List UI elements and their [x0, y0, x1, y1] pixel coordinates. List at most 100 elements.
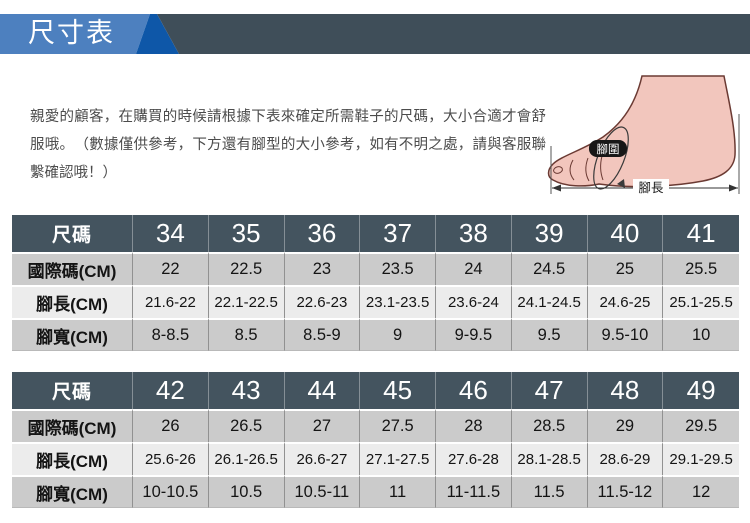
value-cell: 22.5 — [208, 252, 285, 285]
value-cell: 29.1-29.5 — [663, 442, 739, 475]
row-label-cell: 腳長(CM) — [12, 285, 133, 318]
size-table-row: 腳寬(CM) 10-10.5 10.5 10.5-11 11 11-11.5 11.5 11.… — [12, 475, 739, 508]
row-label-cell: 尺碼 — [12, 372, 133, 409]
value-cell: 27.5 — [360, 409, 436, 442]
value-cell: 24.1-24.5 — [511, 285, 588, 318]
page-header-band: 尺寸表 — [0, 14, 750, 54]
size-table-small-sizes: 尺碼 34 35 36 37 38 39 40 41 國際碼(CM) 22 22.5 23 23.5 24 2… — [12, 215, 739, 351]
value-cell: 28.6-29 — [587, 442, 664, 475]
value-cell: 29.5 — [663, 409, 739, 442]
value-cell: 8.5-9 — [284, 318, 361, 351]
value-cell: 10.5-11 — [284, 475, 361, 508]
value-cell: 11.5-12 — [587, 475, 664, 508]
value-cell: 10-10.5 — [133, 475, 209, 508]
size-table-row: 國際碼(CM) 26 26.5 27 27.5 28 28.5 29 29.5 — [12, 409, 739, 442]
page-title: 尺寸表 — [28, 18, 115, 48]
row-label-cell: 腳長(CM) — [12, 442, 133, 475]
value-cell: 25.5 — [663, 252, 739, 285]
value-cell: 8.5 — [208, 318, 285, 351]
value-cell: 28.1-28.5 — [511, 442, 588, 475]
value-cell: 26 — [133, 409, 209, 442]
value-cell: 26.5 — [208, 409, 285, 442]
toenail — [553, 166, 563, 174]
value-cell: 44 — [284, 372, 361, 409]
girth-label-badge — [589, 140, 627, 157]
value-cell: 22 — [133, 252, 209, 285]
toe-crease — [600, 155, 604, 181]
value-cell: 41 — [663, 215, 739, 252]
value-cell: 8-8.5 — [133, 318, 209, 351]
header-light-blue-shape — [0, 14, 150, 54]
value-cell: 45 — [360, 372, 436, 409]
value-cell: 9-9.5 — [436, 318, 512, 351]
row-label-cell: 腳寬(CM) — [12, 318, 133, 351]
value-cell: 23 — [284, 252, 361, 285]
value-cell: 28 — [436, 409, 512, 442]
size-table-row: 腳長(CM) 25.6-26 26.1-26.5 26.6-27 27.1-27.5 27… — [12, 442, 739, 475]
value-cell: 49 — [663, 372, 739, 409]
value-cell: 11 — [360, 475, 436, 508]
value-cell: 43 — [208, 372, 285, 409]
value-cell: 23.1-23.5 — [360, 285, 436, 318]
value-cell: 24.6-25 — [587, 285, 664, 318]
size-table-large-sizes: 尺碼 42 43 44 45 46 47 48 49 國際碼(CM) 26 26.5 27 27.5 28 2… — [12, 372, 739, 508]
toe-crease — [569, 159, 575, 181]
value-cell: 25.1-25.5 — [663, 285, 739, 318]
value-cell: 34 — [133, 215, 209, 252]
header-slate-shape — [157, 14, 750, 54]
size-table-row: 腳長(CM) 21.6-22 22.1-22.5 22.6-23 23.1-23.5 23… — [12, 285, 739, 318]
size-table-header-row: 尺碼 42 43 44 45 46 47 48 49 — [12, 372, 739, 409]
size-table-row: 腳寬(CM) 8-8.5 8.5 8.5-9 9 9-9.5 9.5 9.5-10 10 — [12, 318, 739, 351]
value-cell: 40 — [587, 215, 664, 252]
girth-label: 腳圍 — [597, 143, 620, 156]
toe-crease — [585, 157, 590, 182]
value-cell: 26.1-26.5 — [208, 442, 285, 475]
girth-arrowhead — [617, 179, 625, 188]
length-label-bg — [633, 179, 669, 196]
value-cell: 47 — [511, 372, 588, 409]
value-cell: 25 — [587, 252, 664, 285]
value-cell: 26.6-27 — [284, 442, 361, 475]
value-cell: 11.5 — [511, 475, 588, 508]
value-cell: 37 — [360, 215, 436, 252]
value-cell: 29 — [587, 409, 664, 442]
value-cell: 24.5 — [511, 252, 588, 285]
size-table-header-row: 尺碼 34 35 36 37 38 39 40 41 — [12, 215, 739, 252]
length-arrowhead-right — [729, 184, 738, 192]
row-label-cell: 國際碼(CM) — [12, 252, 133, 285]
row-label-cell: 腳寬(CM) — [12, 475, 133, 508]
value-cell: 10.5 — [208, 475, 285, 508]
value-cell: 38 — [436, 215, 512, 252]
value-cell: 36 — [284, 215, 361, 252]
value-cell: 39 — [511, 215, 588, 252]
length-arrowhead-left — [552, 184, 561, 192]
value-cell: 21.6-22 — [133, 285, 209, 318]
value-cell: 22.6-23 — [284, 285, 361, 318]
foot-diagram-svg: 腳圍 腳長 — [547, 75, 740, 196]
value-cell: 9 — [360, 318, 436, 351]
value-cell: 35 — [208, 215, 285, 252]
value-cell: 27.1-27.5 — [360, 442, 436, 475]
value-cell: 23.5 — [360, 252, 436, 285]
value-cell: 12 — [663, 475, 739, 508]
size-table-row: 國際碼(CM) 22 22.5 23 23.5 24 24.5 25 25.5 — [12, 252, 739, 285]
value-cell: 27 — [284, 409, 361, 442]
value-cell: 48 — [587, 372, 664, 409]
value-cell: 25.6-26 — [133, 442, 209, 475]
value-cell: 28.5 — [511, 409, 588, 442]
value-cell: 9.5-10 — [587, 318, 664, 351]
value-cell: 11-11.5 — [436, 475, 512, 508]
value-cell: 24 — [436, 252, 512, 285]
value-cell: 27.6-28 — [436, 442, 512, 475]
foot-illustration: 腳圍 腳長 — [543, 74, 750, 208]
length-label: 腳長 — [638, 181, 664, 195]
value-cell: 22.1-22.5 — [208, 285, 285, 318]
value-cell: 9.5 — [511, 318, 588, 351]
value-cell: 42 — [133, 372, 209, 409]
value-cell: 10 — [663, 318, 739, 351]
value-cell: 23.6-24 — [436, 285, 512, 318]
intro-paragraph: 親愛的顧客，在購買的時候請根據下表來確定所需鞋子的尺碼，大小合適才會舒服哦。 （… — [30, 109, 546, 181]
value-cell: 46 — [436, 372, 512, 409]
row-label-cell: 國際碼(CM) — [12, 409, 133, 442]
row-label-cell: 尺碼 — [12, 215, 133, 252]
